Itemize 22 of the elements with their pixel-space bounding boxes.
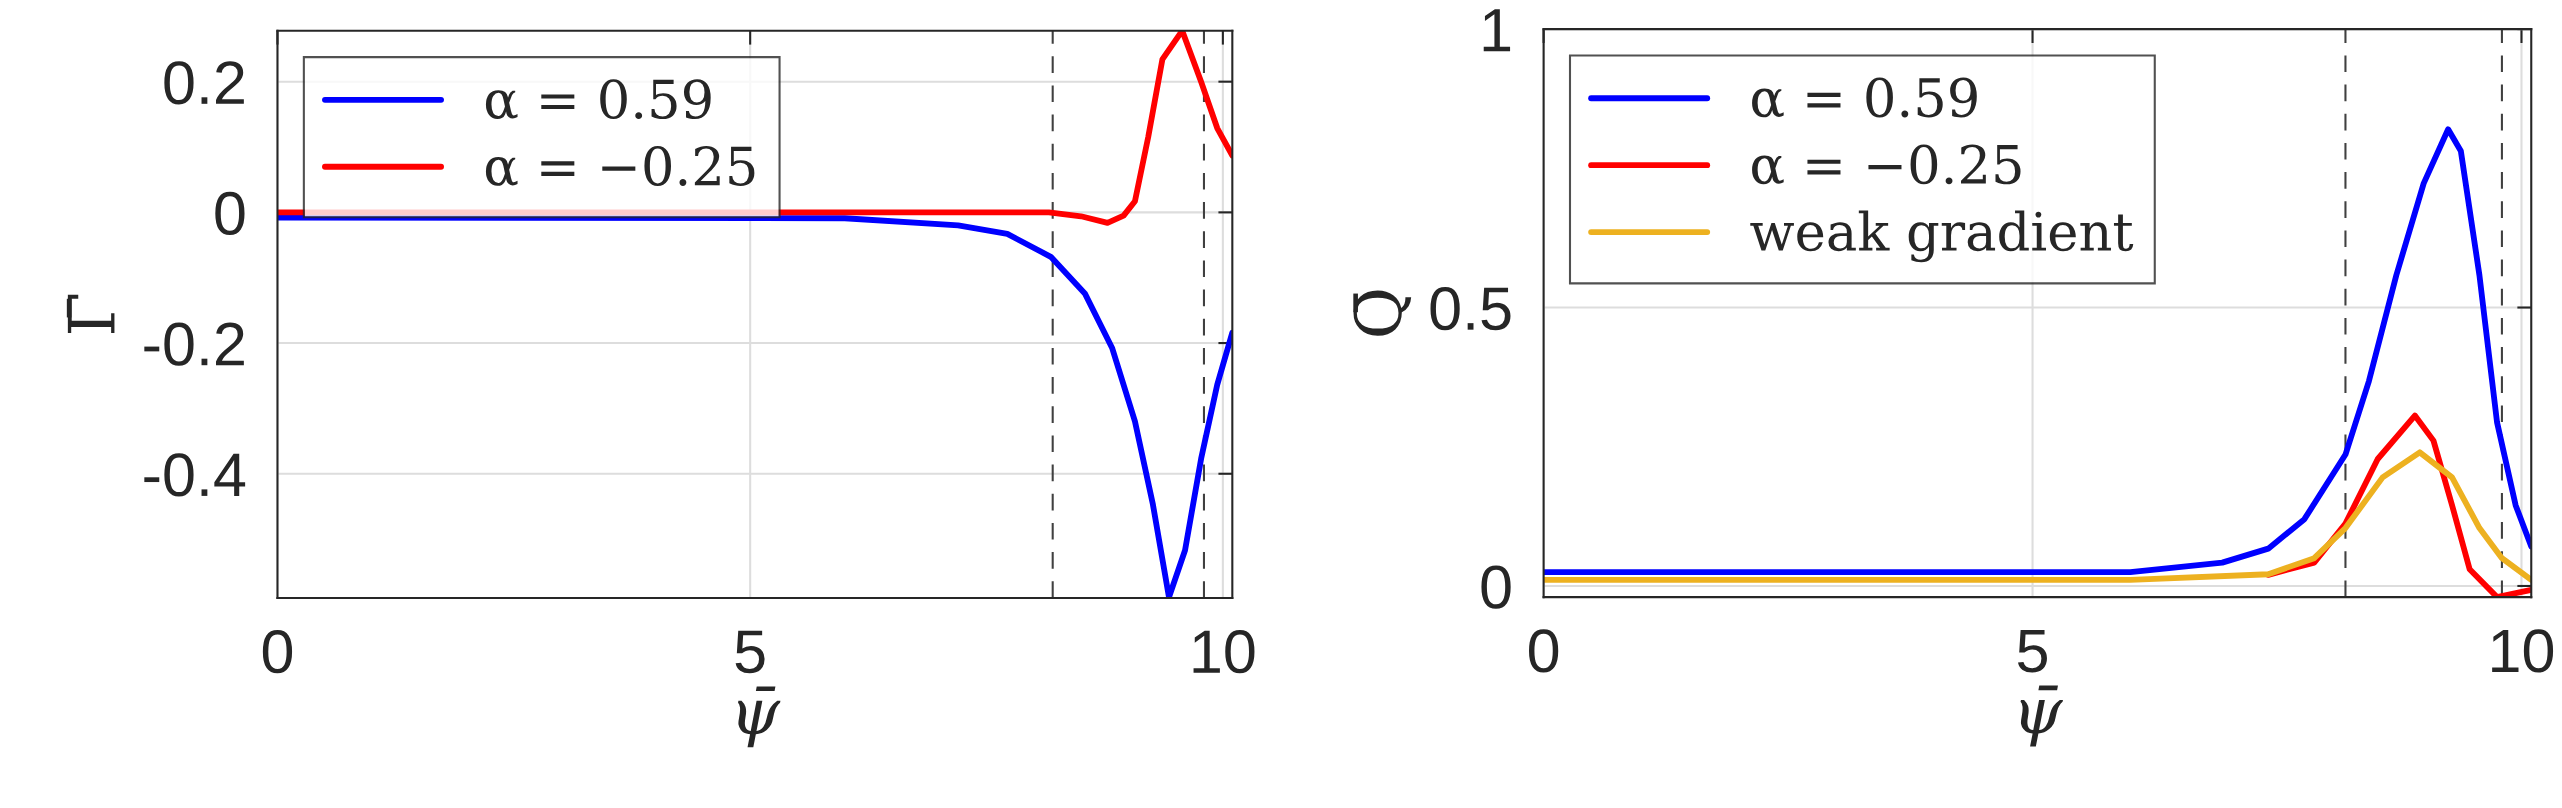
y-tick-label: 0 — [1481, 565, 1511, 609]
x-tick-label: 0 — [1529, 629, 1559, 673]
legend-label: weak gradient — [1750, 210, 2134, 263]
x-axis-title: ψ̄ — [738, 686, 781, 748]
legend-label: α = −0.25 — [1752, 144, 2021, 185]
legend-label: α = 0.59 — [1752, 77, 1977, 118]
y-axis-title: Γ̄ — [66, 294, 115, 333]
y-tick-label: 0 — [215, 191, 245, 236]
x-tick-label: 0 — [262, 630, 293, 674]
x-tick-label: 10 — [2492, 629, 2554, 673]
y-tick-label: -0.4 — [144, 453, 246, 497]
y-tick-label: 0.5 — [1430, 287, 1511, 331]
x-tick-label: 5 — [2017, 629, 2047, 673]
x-tick-label: 5 — [735, 630, 765, 674]
x-tick-label: 10 — [1193, 630, 1255, 674]
y-tick-label: 1 — [1483, 9, 1511, 52]
legend-label: α = −0.25 — [485, 146, 755, 186]
y-tick-label: 0.2 — [164, 61, 244, 105]
y-tick-label: -0.2 — [144, 322, 244, 366]
x-axis-title: ψ̄ — [2020, 685, 2063, 747]
legend-label: α = 0.59 — [485, 79, 711, 120]
y-axis-title: Q̄ — [1353, 290, 1412, 336]
